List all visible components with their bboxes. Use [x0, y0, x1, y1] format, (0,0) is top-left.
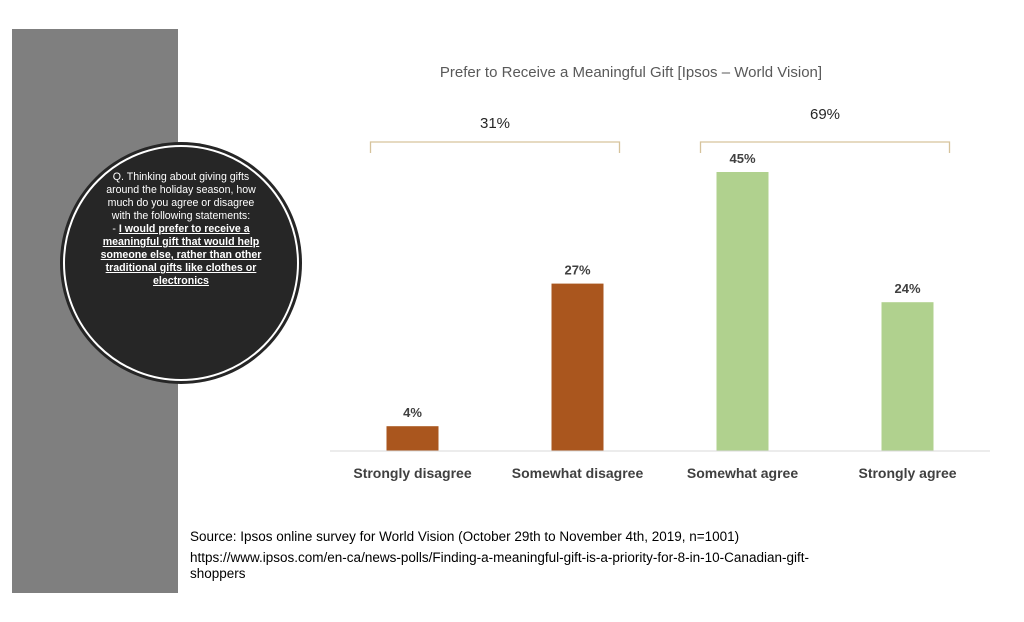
group-brackets: 31% 69%	[369, 106, 951, 153]
question-circle	[63, 145, 299, 381]
bar-strongly-agree	[881, 302, 934, 451]
group-bracket	[699, 141, 951, 153]
source-text: Source: Ipsos online survey for World Vi…	[190, 529, 740, 544]
question-intro: Q. Thinking about giving gifts around th…	[106, 171, 256, 222]
data-label: 45%	[729, 151, 755, 166]
data-label: 27%	[564, 263, 590, 278]
group-bracket	[369, 141, 621, 153]
source-block: Source: Ipsos online survey for World Vi…	[190, 527, 990, 582]
group-label: 69%	[810, 106, 840, 123]
bars: 4% 27% 45% 24%	[386, 151, 934, 451]
category-label: Somewhat disagree	[512, 465, 644, 481]
chart-title: Prefer to Receive a Meaningful Gift [Ips…	[440, 64, 822, 81]
bar-somewhat-agree	[716, 172, 769, 451]
category-label: Somewhat agree	[687, 465, 798, 481]
question-dash: -	[112, 223, 119, 235]
question-statement: I would prefer to receive a meaningful g…	[100, 223, 262, 287]
category-label: Strongly agree	[858, 465, 956, 481]
data-label: 24%	[894, 281, 920, 296]
bar-strongly-disagree	[386, 426, 439, 451]
group-label: 31%	[480, 115, 510, 132]
category-labels: Strongly disagree Somewhat disagree Somewh…	[353, 465, 956, 481]
source-url: https://www.ipsos.com/en-ca/news-polls/F…	[190, 550, 809, 581]
bar-somewhat-disagree	[551, 283, 604, 451]
category-label: Strongly disagree	[353, 465, 471, 481]
data-label: 4%	[403, 405, 422, 420]
question-text: Q. Thinking about giving gifts around th…	[98, 171, 264, 288]
